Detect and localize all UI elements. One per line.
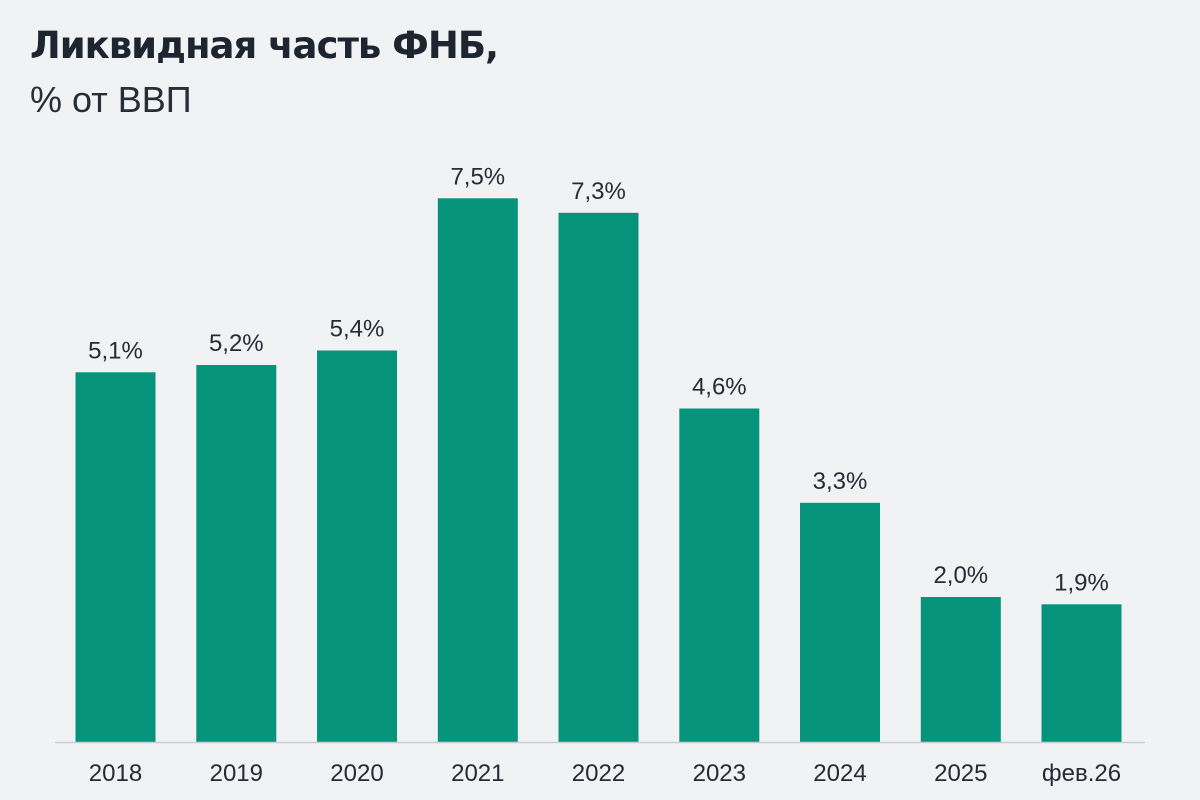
bar-2025 (920, 597, 1001, 742)
x-tick-label-2020: 2020 (330, 760, 383, 787)
x-tick-label-2023: 2023 (693, 760, 746, 787)
bar-2020 (317, 350, 397, 742)
bar-2023 (679, 408, 760, 742)
bar-фев.26 (1041, 604, 1122, 743)
value-label-фев.26: 1,9% (1054, 569, 1109, 596)
value-labels-group: 5,1% 5,2% 5,4% 7,5% 7,3% 4,6% 3,3% 2,0% 1,9% (88, 163, 1109, 596)
chart-subtitle: % от ВВП (30, 79, 192, 120)
x-tick-label-2024: 2024 (813, 760, 866, 787)
value-label-2020: 5,4% (330, 316, 385, 343)
value-label-2023: 4,6% (692, 374, 747, 401)
value-label-2018: 5,1% (88, 337, 143, 364)
value-label-2019: 5,2% (209, 330, 264, 357)
x-tick-label-2022: 2022 (572, 760, 625, 787)
bar-2024 (800, 502, 880, 743)
bar-2021 (437, 198, 518, 743)
bar-2018 (75, 372, 156, 743)
bar-2019 (196, 365, 277, 742)
x-tick-label-2021: 2021 (451, 760, 504, 787)
value-label-2025: 2,0% (933, 562, 988, 589)
x-tick-label-фев.26: фев.26 (1042, 760, 1121, 787)
x-tick-label-2018: 2018 (89, 760, 142, 787)
chart-title: Ликвидная часть ФНБ, (30, 24, 499, 67)
value-label-2024: 3,3% (813, 468, 868, 495)
x-tick-label-2019: 2019 (210, 760, 263, 787)
bar-2022 (558, 212, 639, 743)
value-label-2021: 7,5% (450, 163, 505, 190)
x-tick-label-2025: 2025 (934, 760, 987, 787)
bars-group (75, 198, 1122, 743)
x-axis-tick-labels: 2018 2019 2020 2021 2022 2023 2024 2025 фев.26 (89, 760, 1121, 787)
value-label-2022: 7,3% (571, 178, 626, 205)
